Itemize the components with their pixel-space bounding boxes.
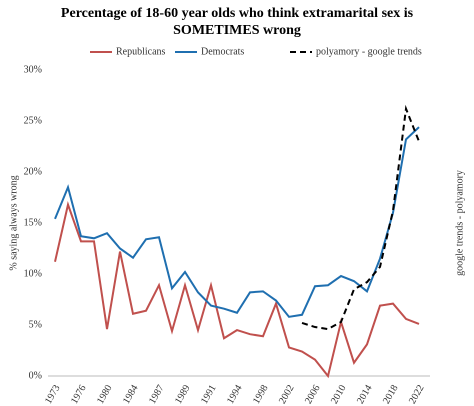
x-tick-label: 2022 [407, 383, 427, 406]
y-tick-label: 25% [24, 115, 42, 126]
y-tick-label: 5% [29, 319, 42, 330]
y-tick-label: 20% [24, 166, 42, 177]
line-series [301, 104, 420, 331]
x-tick-label: 2010 [329, 383, 349, 406]
x-tick-label: 1984 [121, 383, 141, 406]
x-tick-label: 1998 [251, 383, 271, 406]
y-tick-label: 30% [24, 64, 42, 75]
x-tick-label: 2014 [355, 383, 375, 406]
y-tick-label: 10% [24, 268, 42, 279]
x-tick-label: 1973 [43, 383, 63, 406]
x-tick-label: 1994 [225, 383, 245, 406]
x-tick-label: 1976 [69, 383, 89, 406]
legend-label: polyamory - google trends [316, 46, 422, 57]
x-tick-label: 2006 [303, 383, 323, 406]
line-series [54, 126, 420, 318]
legend-label: Republicans [116, 46, 166, 57]
chart-title: Percentage of 18-60 year olds who think … [61, 6, 414, 21]
x-tick-label: 1980 [95, 383, 115, 406]
x-tick-label: 1989 [173, 383, 193, 406]
legend-label: Democrats [201, 46, 244, 57]
y-tick-label: 0% [29, 370, 42, 381]
line-series [54, 201, 420, 379]
y-tick-label: 15% [24, 217, 42, 228]
x-tick-label: 1991 [199, 383, 219, 406]
y2-axis-label: google trends - polyamory [454, 170, 465, 276]
chart-title: SOMETIMES wrong [173, 23, 301, 38]
y-axis-label: % saying always wrong [8, 175, 19, 270]
x-tick-label: 2002 [277, 383, 297, 406]
x-tick-label: 1987 [147, 383, 167, 406]
x-tick-label: 2018 [381, 383, 401, 406]
